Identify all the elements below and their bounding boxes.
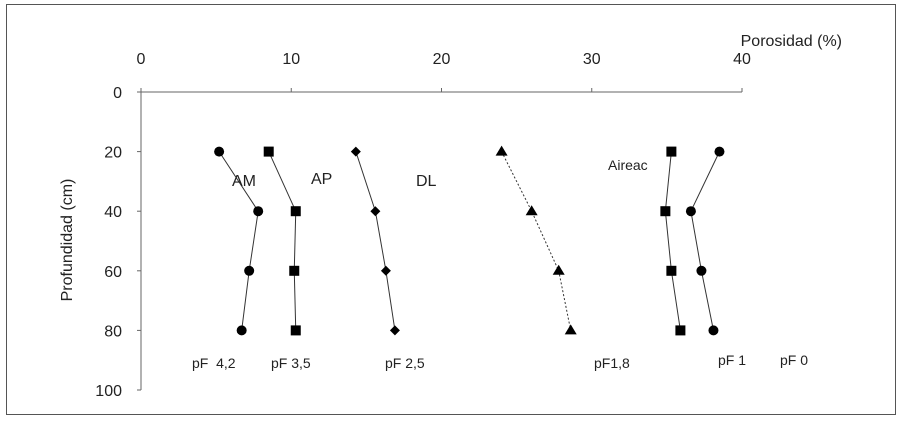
series-line [501, 151, 572, 331]
data-point-square [660, 206, 671, 217]
series-label-pf-3-5: pF 3,5 [271, 355, 311, 371]
x-tick-label: 10 [282, 51, 300, 68]
y-tick-label: 40 [104, 204, 122, 221]
data-point-circle [214, 146, 225, 157]
data-point-square [666, 265, 677, 276]
data-point-square [289, 265, 300, 276]
data-point-triangle [495, 145, 508, 156]
series-line [690, 151, 720, 331]
data-point-square [675, 325, 686, 336]
series-label-pf-1: pF 1 [718, 352, 746, 368]
data-point-square [263, 146, 274, 157]
data-point-circle [244, 265, 255, 276]
y-axis-title: Profundidad (cm) [59, 179, 76, 302]
series-line [355, 151, 396, 331]
data-point-diamond [380, 265, 391, 276]
x-tick-label: 30 [583, 51, 601, 68]
data-point-circle [696, 265, 707, 276]
axes-group [140, 91, 742, 390]
data-point-diamond [370, 206, 381, 217]
series-label-pf-4-2: pF 4,2 [192, 355, 236, 371]
y-tick-label: 60 [104, 264, 122, 281]
region-label-am: AM [232, 173, 256, 190]
data-point-diamond [389, 325, 400, 336]
data-point-circle [236, 325, 247, 336]
data-point-circle [714, 146, 725, 157]
data-point-square [290, 325, 301, 336]
data-point-square [290, 206, 301, 217]
y-tick-label: 100 [95, 383, 122, 400]
data-point-circle [685, 206, 696, 217]
series-line [218, 151, 259, 331]
data-point-circle [708, 325, 719, 336]
labels-group: Porosidad (%) Profundidad (cm) AM AP DL … [59, 33, 842, 371]
data-point-triangle [525, 205, 538, 216]
x-tick-label: 0 [137, 51, 146, 68]
series-label-pf-0: pF 0 [780, 352, 808, 368]
region-label-ap: AP [311, 171, 332, 188]
region-label-dl: DL [416, 173, 437, 190]
y-tick-label: 20 [104, 145, 122, 162]
region-label-aireac: Aireac [608, 157, 648, 173]
y-tick-label: 0 [113, 85, 122, 102]
data-point-diamond [350, 146, 361, 157]
x-tick-label: 40 [733, 51, 751, 68]
series-markers-group [214, 145, 725, 336]
data-point-circle [253, 206, 264, 217]
chart-frame [6, 4, 896, 415]
x-tick-label: 20 [433, 51, 451, 68]
data-point-triangle [564, 324, 577, 335]
data-point-square [666, 146, 677, 157]
y-tick-label: 80 [104, 323, 122, 340]
series-lines-group [218, 151, 720, 331]
series-label-pf-1-8: pF1,8 [594, 355, 630, 371]
series-label-pf-2-5: pF 2,5 [385, 355, 425, 371]
ticks-group: 0 10 20 30 40 0 20 40 60 80 100 [95, 51, 751, 400]
series-line [268, 151, 297, 331]
x-axis-title: Porosidad (%) [741, 33, 842, 50]
data-point-triangle [552, 264, 565, 275]
series-line [664, 151, 681, 331]
